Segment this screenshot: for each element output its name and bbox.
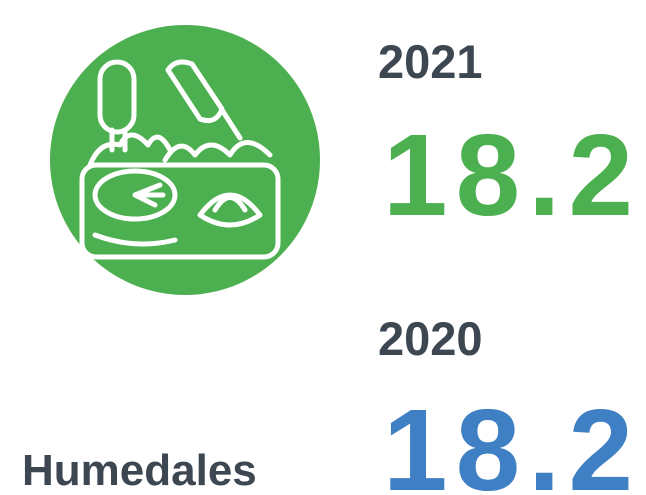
wetland-icon [79,59,281,260]
stat-value: 18.2 [383,110,633,240]
icon-circle [50,25,320,295]
year-label: 2020 [378,312,483,365]
year-label: 2021 [378,35,483,88]
stat-value: 18.2 [383,385,633,495]
category-label: Humedales [22,446,257,495]
